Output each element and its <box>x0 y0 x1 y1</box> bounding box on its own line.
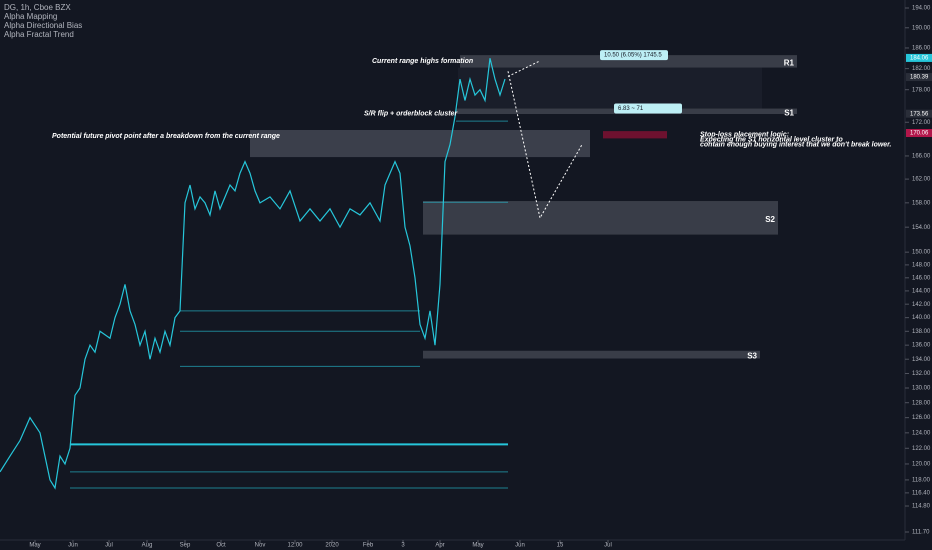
zone <box>423 201 778 235</box>
price-label-bg <box>906 129 932 138</box>
x-tick-label: Apr <box>435 543 444 549</box>
x-tick-label: Feb <box>363 543 374 549</box>
y-tick-label: 116.40 <box>912 490 931 496</box>
annotation: Potential future pivot point after a bre… <box>52 133 280 140</box>
y-tick-label: 182.00 <box>912 66 931 72</box>
x-tick-label: Jul <box>604 543 612 549</box>
x-tick-label: Nov <box>255 543 266 549</box>
y-tick-label: 136.00 <box>912 343 931 349</box>
y-tick-label: 124.00 <box>912 430 931 436</box>
y-tick-label: 186.00 <box>912 46 931 52</box>
y-tick-label: 111.70 <box>912 530 930 536</box>
price-label-bg <box>906 109 932 118</box>
y-tick-label: 162.00 <box>912 177 931 183</box>
zone-label: S1 <box>784 108 794 117</box>
x-tick-label: 3 <box>401 543 405 549</box>
y-tick-label: 120.00 <box>912 462 931 468</box>
y-tick-label: 118.00 <box>912 477 931 483</box>
y-tick-label: 146.00 <box>912 275 931 281</box>
indicator: Alpha Directional Bias <box>4 21 82 30</box>
indicator: Alpha Mapping <box>4 12 57 21</box>
x-tick-label: 15 <box>557 543 564 549</box>
annotation: S/R flip + orderblock cluster <box>364 110 458 117</box>
y-tick-label: 132.00 <box>912 371 931 377</box>
box <box>250 130 590 158</box>
y-tick-label: 140.00 <box>912 315 931 321</box>
price-label: 184.06 <box>910 56 929 62</box>
y-tick-label: 122.00 <box>912 446 931 452</box>
annotation: Stop-loss placement logic: <box>700 131 789 138</box>
x-tick-label: 12:00 <box>287 543 303 549</box>
y-tick-label: 128.00 <box>912 400 931 406</box>
box <box>603 131 667 139</box>
x-tick-label: Aug <box>142 543 153 549</box>
y-tick-label: 150.00 <box>912 250 931 256</box>
x-tick-label: Oct <box>216 543 226 549</box>
y-tick-label: 154.00 <box>912 225 931 231</box>
indicator: Alpha Fractal Trend <box>4 30 74 39</box>
annotation: Current range highs formation <box>372 58 473 65</box>
info-box <box>614 103 682 114</box>
y-tick-label: 166.00 <box>912 154 931 160</box>
info-box-text: 6.83 ~ 71 <box>618 106 644 112</box>
y-tick-label: 190.00 <box>912 25 931 31</box>
y-tick-label: 126.00 <box>912 415 931 421</box>
symbol: DG, 1h, Cboe BZX <box>4 3 71 12</box>
annotation: contain enough buying interest that we d… <box>700 141 892 148</box>
x-tick-label: Jul <box>105 543 113 549</box>
y-tick-label: 144.00 <box>912 288 931 294</box>
zone-label: R1 <box>784 58 795 67</box>
y-tick-label: 142.00 <box>912 302 931 308</box>
price-label: 170.06 <box>910 131 929 137</box>
zone <box>423 350 760 359</box>
y-tick-label: 138.00 <box>912 329 931 335</box>
projection <box>507 60 541 77</box>
x-tick-label: May <box>472 543 483 549</box>
price-label: 180.39 <box>910 75 929 81</box>
x-tick-label: Sep <box>180 543 191 549</box>
y-tick-label: 114.80 <box>912 504 931 510</box>
x-tick-label: 2020 <box>325 543 339 549</box>
y-tick-label: 134.00 <box>912 357 931 363</box>
price-line <box>0 58 506 490</box>
y-tick-label: 194.00 <box>912 6 931 12</box>
box <box>458 67 762 109</box>
info-box-text: 10.50 (6.05%) 1745.5 <box>604 53 662 59</box>
x-tick-label: Jun <box>68 543 78 549</box>
y-tick-label: 158.00 <box>912 200 931 206</box>
x-tick-label: Jun <box>515 543 525 549</box>
y-tick-label: 130.00 <box>912 386 931 392</box>
y-tick-label: 172.00 <box>912 120 931 126</box>
annotation: Expecting the S1 horizontal level cluste… <box>700 136 843 143</box>
zone-label: S2 <box>765 215 775 224</box>
info-box <box>600 50 668 61</box>
zone-label: S3 <box>747 352 757 361</box>
x-tick-label: May <box>29 543 40 549</box>
y-tick-label: 178.00 <box>912 87 931 93</box>
price-label-bg <box>906 53 932 62</box>
y-tick-label: 148.00 <box>912 262 931 268</box>
price-label: 173.56 <box>910 111 929 117</box>
price-label-bg <box>906 73 932 82</box>
zone <box>460 55 797 68</box>
